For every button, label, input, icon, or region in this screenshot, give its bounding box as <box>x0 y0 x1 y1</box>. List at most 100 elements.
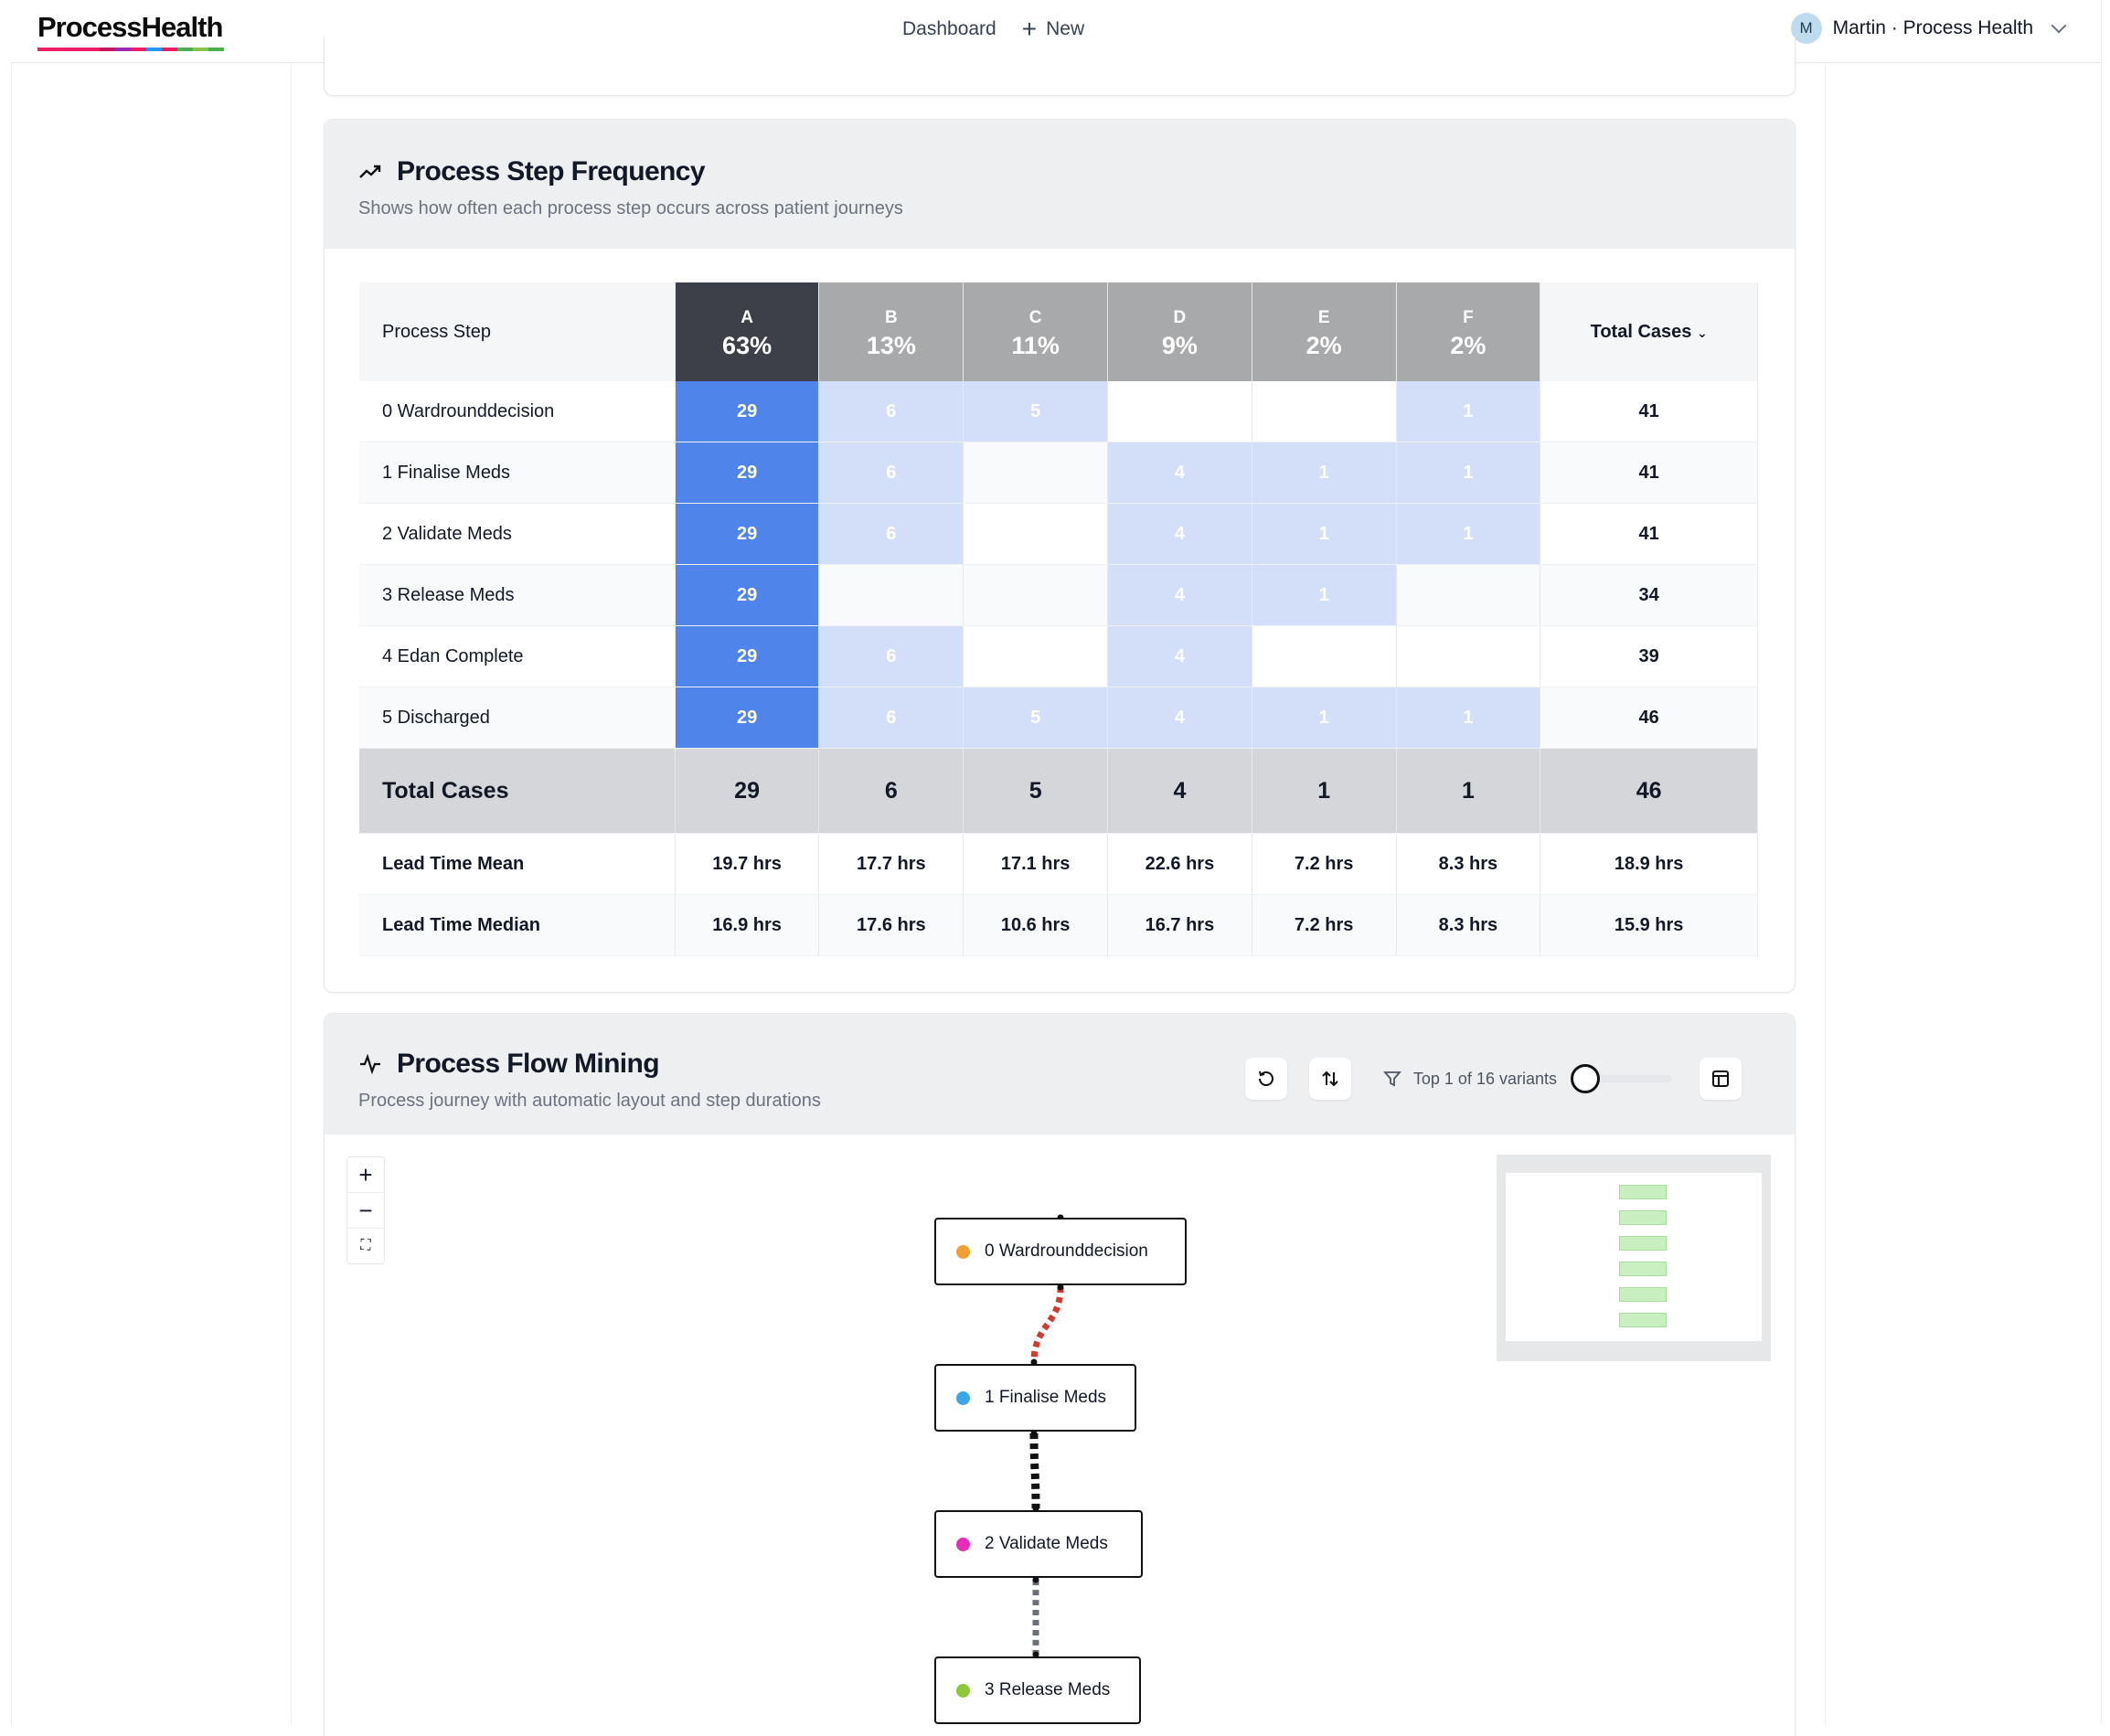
flow-subtitle: Process journey with automatic layout an… <box>358 1091 821 1111</box>
edge-handle[interactable] <box>1032 1576 1039 1583</box>
row-total-cell: 41 <box>1540 442 1758 504</box>
node-status-dot <box>956 1683 970 1698</box>
edge-handle[interactable] <box>1030 1430 1038 1437</box>
flow-edge[interactable] <box>1029 1432 1040 1509</box>
variant-letter: C <box>1028 307 1042 327</box>
lead-time-cell: 16.7 hrs <box>1107 894 1252 956</box>
table-row[interactable]: 1 Finalise Meds 29 6 4 1 1 41 <box>359 442 1758 504</box>
lead-time-cell: 7.2 hrs <box>1252 894 1397 956</box>
variant-slider-handle[interactable] <box>1570 1064 1600 1093</box>
minimap-viewport <box>1506 1173 1762 1341</box>
lead-time-label: Lead Time Median <box>359 894 676 956</box>
variant-letter: F <box>1463 307 1474 327</box>
minimap-node <box>1619 1236 1667 1251</box>
flow-canvas[interactable]: + − ⛶ 0 Wardrounddecision 1 Finalise Meds… <box>325 1134 1795 1736</box>
variant-column-header[interactable]: D 9% <box>1107 282 1252 381</box>
chevron-down-icon: ⌄ <box>1696 325 1708 340</box>
frequency-cell: 4 <box>1107 442 1252 504</box>
variant-column-header[interactable]: F 2% <box>1396 282 1541 381</box>
row-total-cell: 34 <box>1540 564 1758 626</box>
zoom-out-button[interactable]: − <box>347 1193 384 1229</box>
table-row[interactable]: 3 Release Meds 29 4 1 34 <box>359 564 1758 626</box>
lead-time-cell: 16.9 hrs <box>675 894 820 956</box>
flow-node[interactable]: 0 Wardrounddecision <box>934 1218 1187 1285</box>
brand-name: ProcessHealth <box>37 11 223 43</box>
user-menu[interactable]: M Martin · Process Health <box>1790 13 2067 44</box>
table-row[interactable]: 5 Discharged 29 6 5 4 1 1 46 <box>359 687 1758 749</box>
variant-percent: 2% <box>1305 331 1342 359</box>
node-status-dot <box>956 1390 970 1405</box>
flow-node[interactable]: 2 Validate Meds <box>934 1510 1143 1578</box>
flow-node[interactable]: 1 Finalise Meds <box>934 1364 1136 1432</box>
total-cases-header-label: Total Cases <box>1590 321 1692 342</box>
flow-title-text: Process Flow Mining <box>397 1049 660 1079</box>
table-row[interactable]: 4 Edan Complete 29 6 4 39 <box>359 625 1758 687</box>
frequency-cell <box>963 442 1109 504</box>
lead-time-median-row: Lead Time Median 16.9 hrs 17.6 hrs 10.6 hrs… <box>359 894 1758 956</box>
frequency-cell: 4 <box>1107 625 1252 687</box>
frequency-table: Process Step A 63% B 13% C 11% D 9% E 2% F 2% Total … <box>359 282 1758 956</box>
node-label: 0 Wardrounddecision <box>985 1241 1148 1261</box>
flow-card: Process Flow Mining Process journey with… <box>324 1013 1796 1736</box>
variant-slider[interactable] <box>1570 1064 1672 1093</box>
table-row[interactable]: 0 Wardrounddecision 29 6 5 1 41 <box>359 381 1758 442</box>
nav-dashboard-label: Dashboard <box>902 18 996 39</box>
total-cases-sort-header[interactable]: Total Cases ⌄ <box>1540 282 1758 381</box>
lead-time-total-cell: 15.9 hrs <box>1540 894 1758 956</box>
process-step-name: 0 Wardrounddecision <box>359 381 676 442</box>
user-label: Martin · Process Health <box>1832 17 2033 38</box>
minimap-node <box>1619 1262 1667 1276</box>
minimap[interactable] <box>1497 1155 1771 1361</box>
chevron-down-icon <box>2051 17 2067 34</box>
frequency-cell: 29 <box>675 442 820 504</box>
frequency-cell: 1 <box>1252 687 1397 749</box>
lead-time-label: Lead Time Mean <box>359 833 676 895</box>
frequency-cell: 1 <box>1252 442 1397 504</box>
swap-direction-button[interactable] <box>1308 1058 1351 1100</box>
edge-handle[interactable] <box>1057 1283 1064 1291</box>
variant-column-header[interactable]: C 11% <box>963 282 1109 381</box>
frequency-cell: 6 <box>818 381 964 442</box>
process-step-name: 1 Finalise Meds <box>359 442 676 504</box>
variant-column-header[interactable]: E 2% <box>1252 282 1397 381</box>
frequency-card: Process Step Frequency Shows how often e… <box>324 119 1796 993</box>
frequency-cell: 4 <box>1107 687 1252 749</box>
frequency-cell <box>1252 625 1397 687</box>
edge-handle[interactable] <box>1032 1651 1039 1658</box>
nav-new-button[interactable]: + New <box>1021 15 1084 43</box>
variant-percent: 11% <box>1011 331 1060 359</box>
column-total-cell: 6 <box>818 748 964 834</box>
plus-icon: + <box>1021 15 1038 43</box>
fit-view-button[interactable]: ⛶ <box>347 1229 384 1263</box>
frequency-card-header: Process Step Frequency Shows how often e… <box>325 120 1795 249</box>
node-status-dot <box>956 1244 970 1259</box>
variant-column-header[interactable]: A 63% <box>675 282 820 381</box>
frequency-cell <box>1252 381 1397 442</box>
filter-icon <box>1382 1071 1401 1087</box>
nav-dashboard[interactable]: Dashboard <box>902 18 996 40</box>
edge-handle[interactable] <box>1032 1505 1039 1512</box>
column-total-cell: 4 <box>1107 748 1252 834</box>
brand-logo[interactable]: ProcessHealth <box>37 9 224 51</box>
table-row[interactable]: 2 Validate Meds 29 6 4 1 1 41 <box>359 503 1758 565</box>
frequency-cell: 6 <box>818 625 964 687</box>
edge-handle[interactable] <box>1030 1358 1038 1366</box>
layout-panel-button[interactable] <box>1700 1058 1742 1100</box>
totals-label: Total Cases <box>359 748 676 834</box>
previous-card-bottom <box>324 37 1796 96</box>
flow-node[interactable]: 3 Release Meds <box>934 1656 1141 1724</box>
lead-time-cell: 8.3 hrs <box>1396 894 1541 956</box>
row-total-cell: 46 <box>1540 687 1758 749</box>
frequency-cell <box>1396 564 1541 626</box>
node-status-dot <box>956 1537 970 1551</box>
flow-edge[interactable] <box>1030 1286 1064 1363</box>
variant-column-header[interactable]: B 13% <box>818 282 964 381</box>
frequency-cell: 1 <box>1396 442 1541 504</box>
fullscreen-icon: ⛶ <box>360 1238 371 1253</box>
row-total-cell: 41 <box>1540 503 1758 565</box>
reset-layout-button[interactable] <box>1244 1058 1287 1100</box>
frequency-cell: 1 <box>1396 687 1541 749</box>
process-step-header: Process Step <box>359 282 676 381</box>
lead-time-cell: 8.3 hrs <box>1396 833 1541 895</box>
zoom-in-button[interactable]: + <box>347 1157 384 1193</box>
